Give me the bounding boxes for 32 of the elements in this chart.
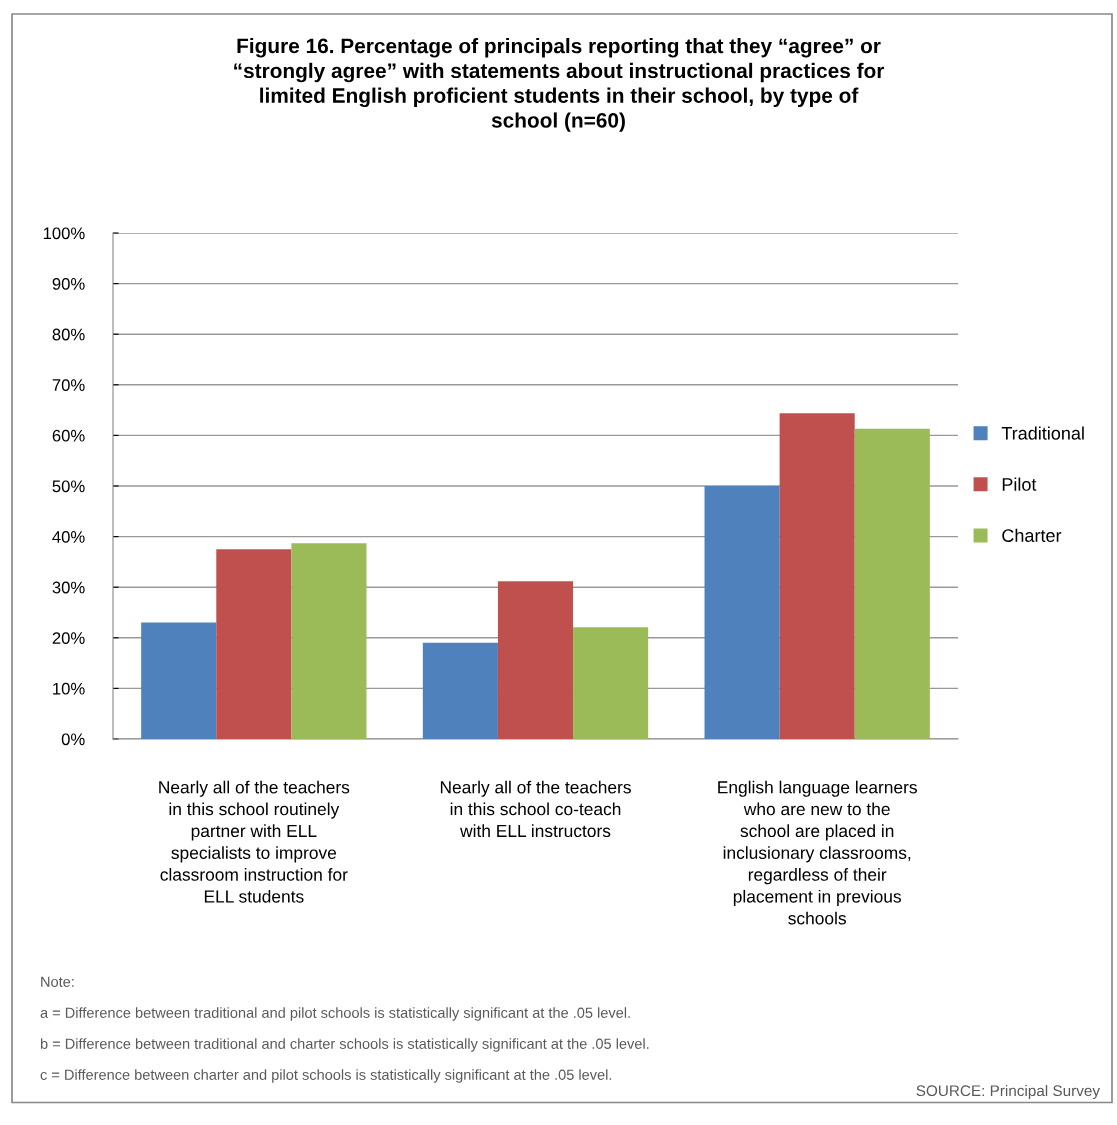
y-tick-label: 0% <box>61 733 85 746</box>
bar <box>573 627 649 739</box>
x-tick-label: Nearly all of the teachers in this school co-teach with ELL instructors <box>440 780 631 838</box>
chart-title: Figure 16. Percentage of principals reporting that they “agree” or “strongly agree” with statements about instructional practices for limited English proficient students in their school, by type of school (n=60) <box>234 38 885 132</box>
x-tick-label: Nearly all of the teachers in this school routinely partner with ELL specialists to improve classroom instruction for ELL students <box>159 780 350 903</box>
bar <box>497 581 574 739</box>
x-tick-label: English language learners who are new to the school are placed in inclusionary classrooms, regardless of their placement in previous schools <box>718 780 917 925</box>
text: b = Difference between traditional and charter schools is statistically significant at the .05 level. <box>40 1038 649 1052</box>
text: Note: <box>41 976 74 987</box>
legend-label: Pilot <box>1002 477 1037 491</box>
y-tick-label: 100% <box>43 227 85 240</box>
bar <box>291 543 367 739</box>
y-tick-label: 20% <box>52 632 85 644</box>
y-tick-label: 80% <box>52 328 85 341</box>
text: c = Difference between charter and pilot schools is statistically significant at the .05 level. <box>40 1069 612 1083</box>
y-tick-label: 60% <box>52 429 85 442</box>
y-tick-label: 30% <box>52 581 85 594</box>
bar <box>422 642 498 739</box>
y-tick-label: 10% <box>53 682 85 695</box>
source-note: SOURCE: Principal Survey <box>916 1084 1100 1100</box>
y-tick-label: 90% <box>52 278 85 290</box>
bar <box>779 413 855 739</box>
y-tick-label: 40% <box>52 531 85 543</box>
y-tick-label: 50% <box>52 480 85 493</box>
bar <box>141 622 217 739</box>
bar <box>704 486 780 739</box>
y-tick-label: 70% <box>52 379 85 391</box>
legend-label: Traditional <box>1001 426 1084 440</box>
bar <box>854 428 930 739</box>
legend-label: Charter <box>1002 528 1062 542</box>
bar <box>216 549 292 739</box>
text: a = Difference between traditional and pilot schools is statistically significant at the .05 level. <box>40 1007 630 1021</box>
